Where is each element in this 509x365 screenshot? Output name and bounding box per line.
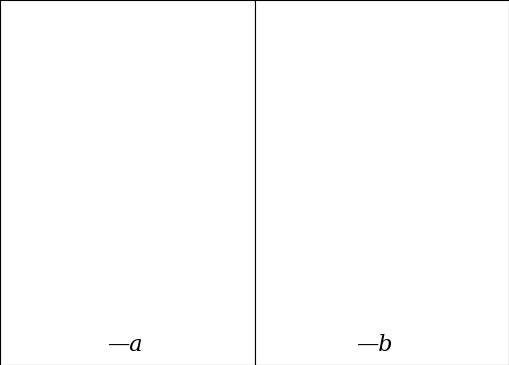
Text: —b: —b: [356, 334, 392, 356]
Text: —a: —a: [107, 334, 143, 356]
